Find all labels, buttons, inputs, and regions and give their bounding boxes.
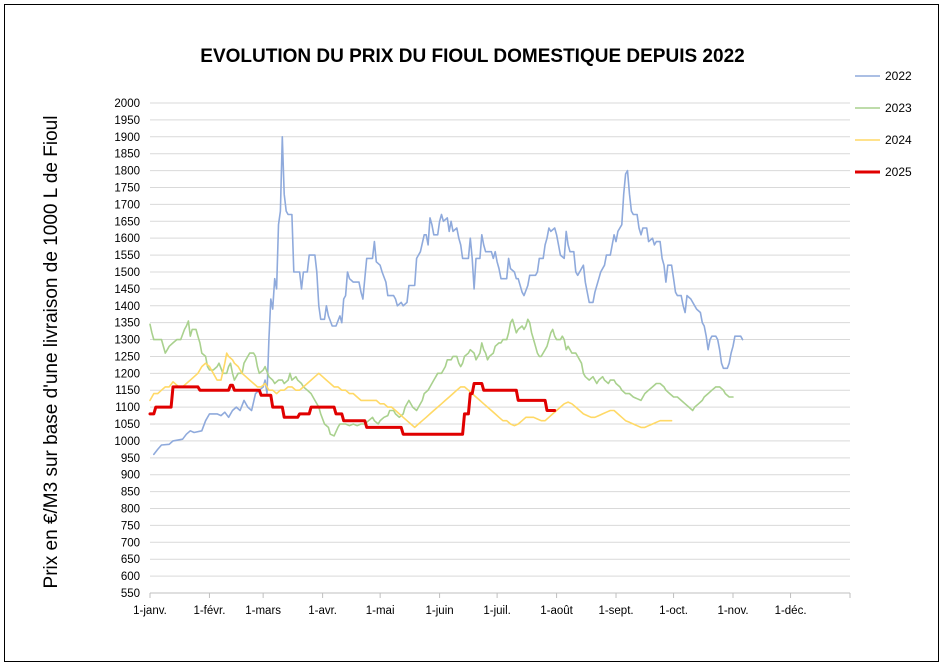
- y-tick-label: 1650: [114, 216, 140, 228]
- y-tick-label: 900: [121, 470, 140, 482]
- y-tick-label: 1250: [114, 351, 140, 363]
- y-tick-label: 550: [121, 588, 140, 600]
- x-tick-label: 1-mai: [366, 605, 395, 617]
- x-axis-ticks: 1-janv. 1-févr. 1-mars 1-avr. 1-mai 1-juin 1-j…: [133, 593, 851, 617]
- x-tick-label: 1-nov.: [717, 605, 748, 617]
- legend-label: 2024: [885, 133, 912, 147]
- series-line-2022: [153, 136, 744, 456]
- y-tick-label: 800: [121, 504, 140, 516]
- legend: 2022 2023 2024 2025: [855, 69, 912, 179]
- y-tick-label: 1950: [114, 115, 140, 127]
- y-tick-label: 1900: [114, 132, 140, 144]
- x-tick-label: 1-avr.: [308, 605, 337, 617]
- y-tick-label: 1700: [114, 199, 140, 211]
- x-tick-label: 1-janv.: [133, 605, 167, 617]
- y-tick-label: 1000: [114, 436, 140, 448]
- y-tick-label: 700: [121, 537, 140, 549]
- x-tick-label: 1-oct.: [659, 605, 688, 617]
- y-tick-label: 1850: [114, 149, 140, 161]
- legend-label: 2025: [885, 165, 912, 179]
- gridlines: [150, 102, 850, 594]
- x-tick-label: 1-août: [540, 605, 573, 617]
- y-tick-label: 600: [121, 571, 140, 583]
- chart-frame: [4, 4, 939, 662]
- y-tick-label: 650: [121, 554, 140, 566]
- legend-item-2022: 2022: [855, 69, 912, 83]
- series-line-2025: [148, 382, 557, 436]
- y-tick-label: 1750: [114, 182, 140, 194]
- x-tick-label: 1-déc.: [775, 605, 807, 617]
- y-tick-label: 1400: [114, 301, 140, 313]
- legend-item-2025: 2025: [855, 165, 912, 179]
- series-line-2023: [149, 318, 734, 437]
- x-tick-label: 1-sept.: [598, 605, 633, 617]
- legend-item-2023: 2023: [855, 101, 912, 115]
- chart-title: EVOLUTION DU PRIX DU FIOUL DOMESTIQUE DE…: [200, 46, 745, 67]
- y-tick-label: 1350: [114, 318, 140, 330]
- x-tick-label: 1-juin: [426, 605, 454, 617]
- y-tick-label: 1600: [114, 233, 140, 245]
- y-tick-label: 1800: [114, 166, 140, 178]
- legend-label: 2023: [885, 101, 912, 115]
- y-tick-label: 1500: [114, 267, 140, 279]
- y-tick-label: 1150: [115, 385, 140, 397]
- y-tick-label: 850: [121, 487, 140, 499]
- y-tick-label: 2000: [114, 98, 140, 110]
- y-tick-label: 1050: [114, 419, 140, 431]
- y-tick-label: 1200: [114, 368, 140, 380]
- y-tick-label: 1550: [114, 250, 140, 262]
- x-tick-label: 1-févr.: [193, 605, 225, 617]
- y-tick-label: 1300: [114, 335, 140, 347]
- x-tick-label: 1-mars: [245, 605, 281, 617]
- y-tick-label: 1450: [114, 284, 140, 296]
- legend-item-2024: 2024: [855, 133, 912, 147]
- y-tick-label: 1100: [115, 402, 140, 414]
- x-tick-label: 1-juil.: [483, 605, 510, 617]
- y-tick-label: 950: [121, 453, 140, 465]
- series-line-2024: [149, 352, 673, 429]
- legend-label: 2022: [885, 69, 912, 83]
- y-axis-ticks: 550 600 650 700 750 800 850 900 950 1000 1050 1100 1…: [114, 98, 140, 600]
- y-tick-label: 750: [121, 520, 140, 532]
- series-lines: [148, 136, 744, 456]
